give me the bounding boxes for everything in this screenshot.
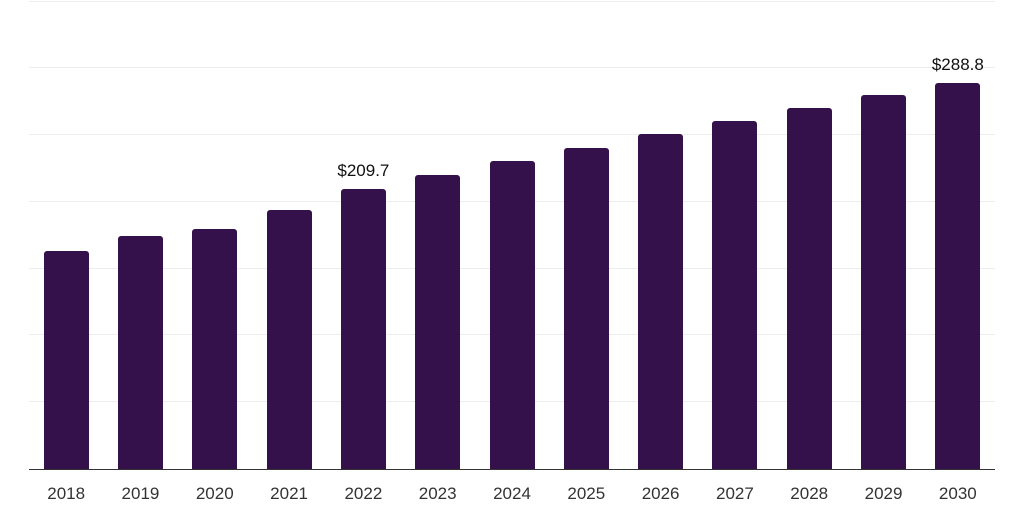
- data-label-2030: $288.8: [931, 54, 984, 74]
- x-tick-label-2020: 2020: [195, 484, 234, 503]
- x-tick-label-2023: 2023: [418, 484, 457, 503]
- data-label-2022: $209.7: [337, 160, 390, 180]
- x-tick-label-2027: 2027: [716, 484, 754, 503]
- x-tick-label-2030: 2030: [938, 484, 977, 503]
- x-tick-label-2024: 2024: [493, 484, 531, 503]
- bar-2023[interactable]: [415, 174, 461, 469]
- x-tick-label-2028: 2028: [790, 484, 829, 503]
- x-tick-label-2019: 2019: [121, 484, 160, 503]
- gridline-250: [29, 134, 995, 136]
- x-tick-label-2022: 2022: [344, 484, 383, 503]
- x-tick-label-2026: 2026: [641, 484, 680, 503]
- bar-2019[interactable]: [117, 235, 163, 469]
- bar-2020[interactable]: [192, 228, 238, 469]
- bar-2026[interactable]: [638, 133, 684, 469]
- bar-2027[interactable]: [712, 120, 758, 469]
- bar-2030[interactable]: [935, 83, 981, 469]
- x-tick-label-2021: 2021: [270, 484, 308, 503]
- bar-2025[interactable]: [563, 147, 609, 469]
- bar-2018[interactable]: [43, 250, 89, 469]
- plot-area: $209.7 $288.8: [29, 0, 995, 470]
- bar-2029[interactable]: [861, 94, 907, 469]
- x-tick-label-2018: 2018: [47, 484, 86, 503]
- x-tick-label-2029: 2029: [864, 484, 903, 503]
- bar-2022[interactable]: [340, 188, 386, 469]
- bar-2024[interactable]: [489, 160, 535, 469]
- gridline-350: [29, 0, 995, 2]
- bar-2021[interactable]: [266, 209, 312, 469]
- gridline-300: [29, 67, 995, 69]
- x-tick-label-2025: 2025: [567, 484, 606, 503]
- bar-2028[interactable]: [786, 108, 832, 469]
